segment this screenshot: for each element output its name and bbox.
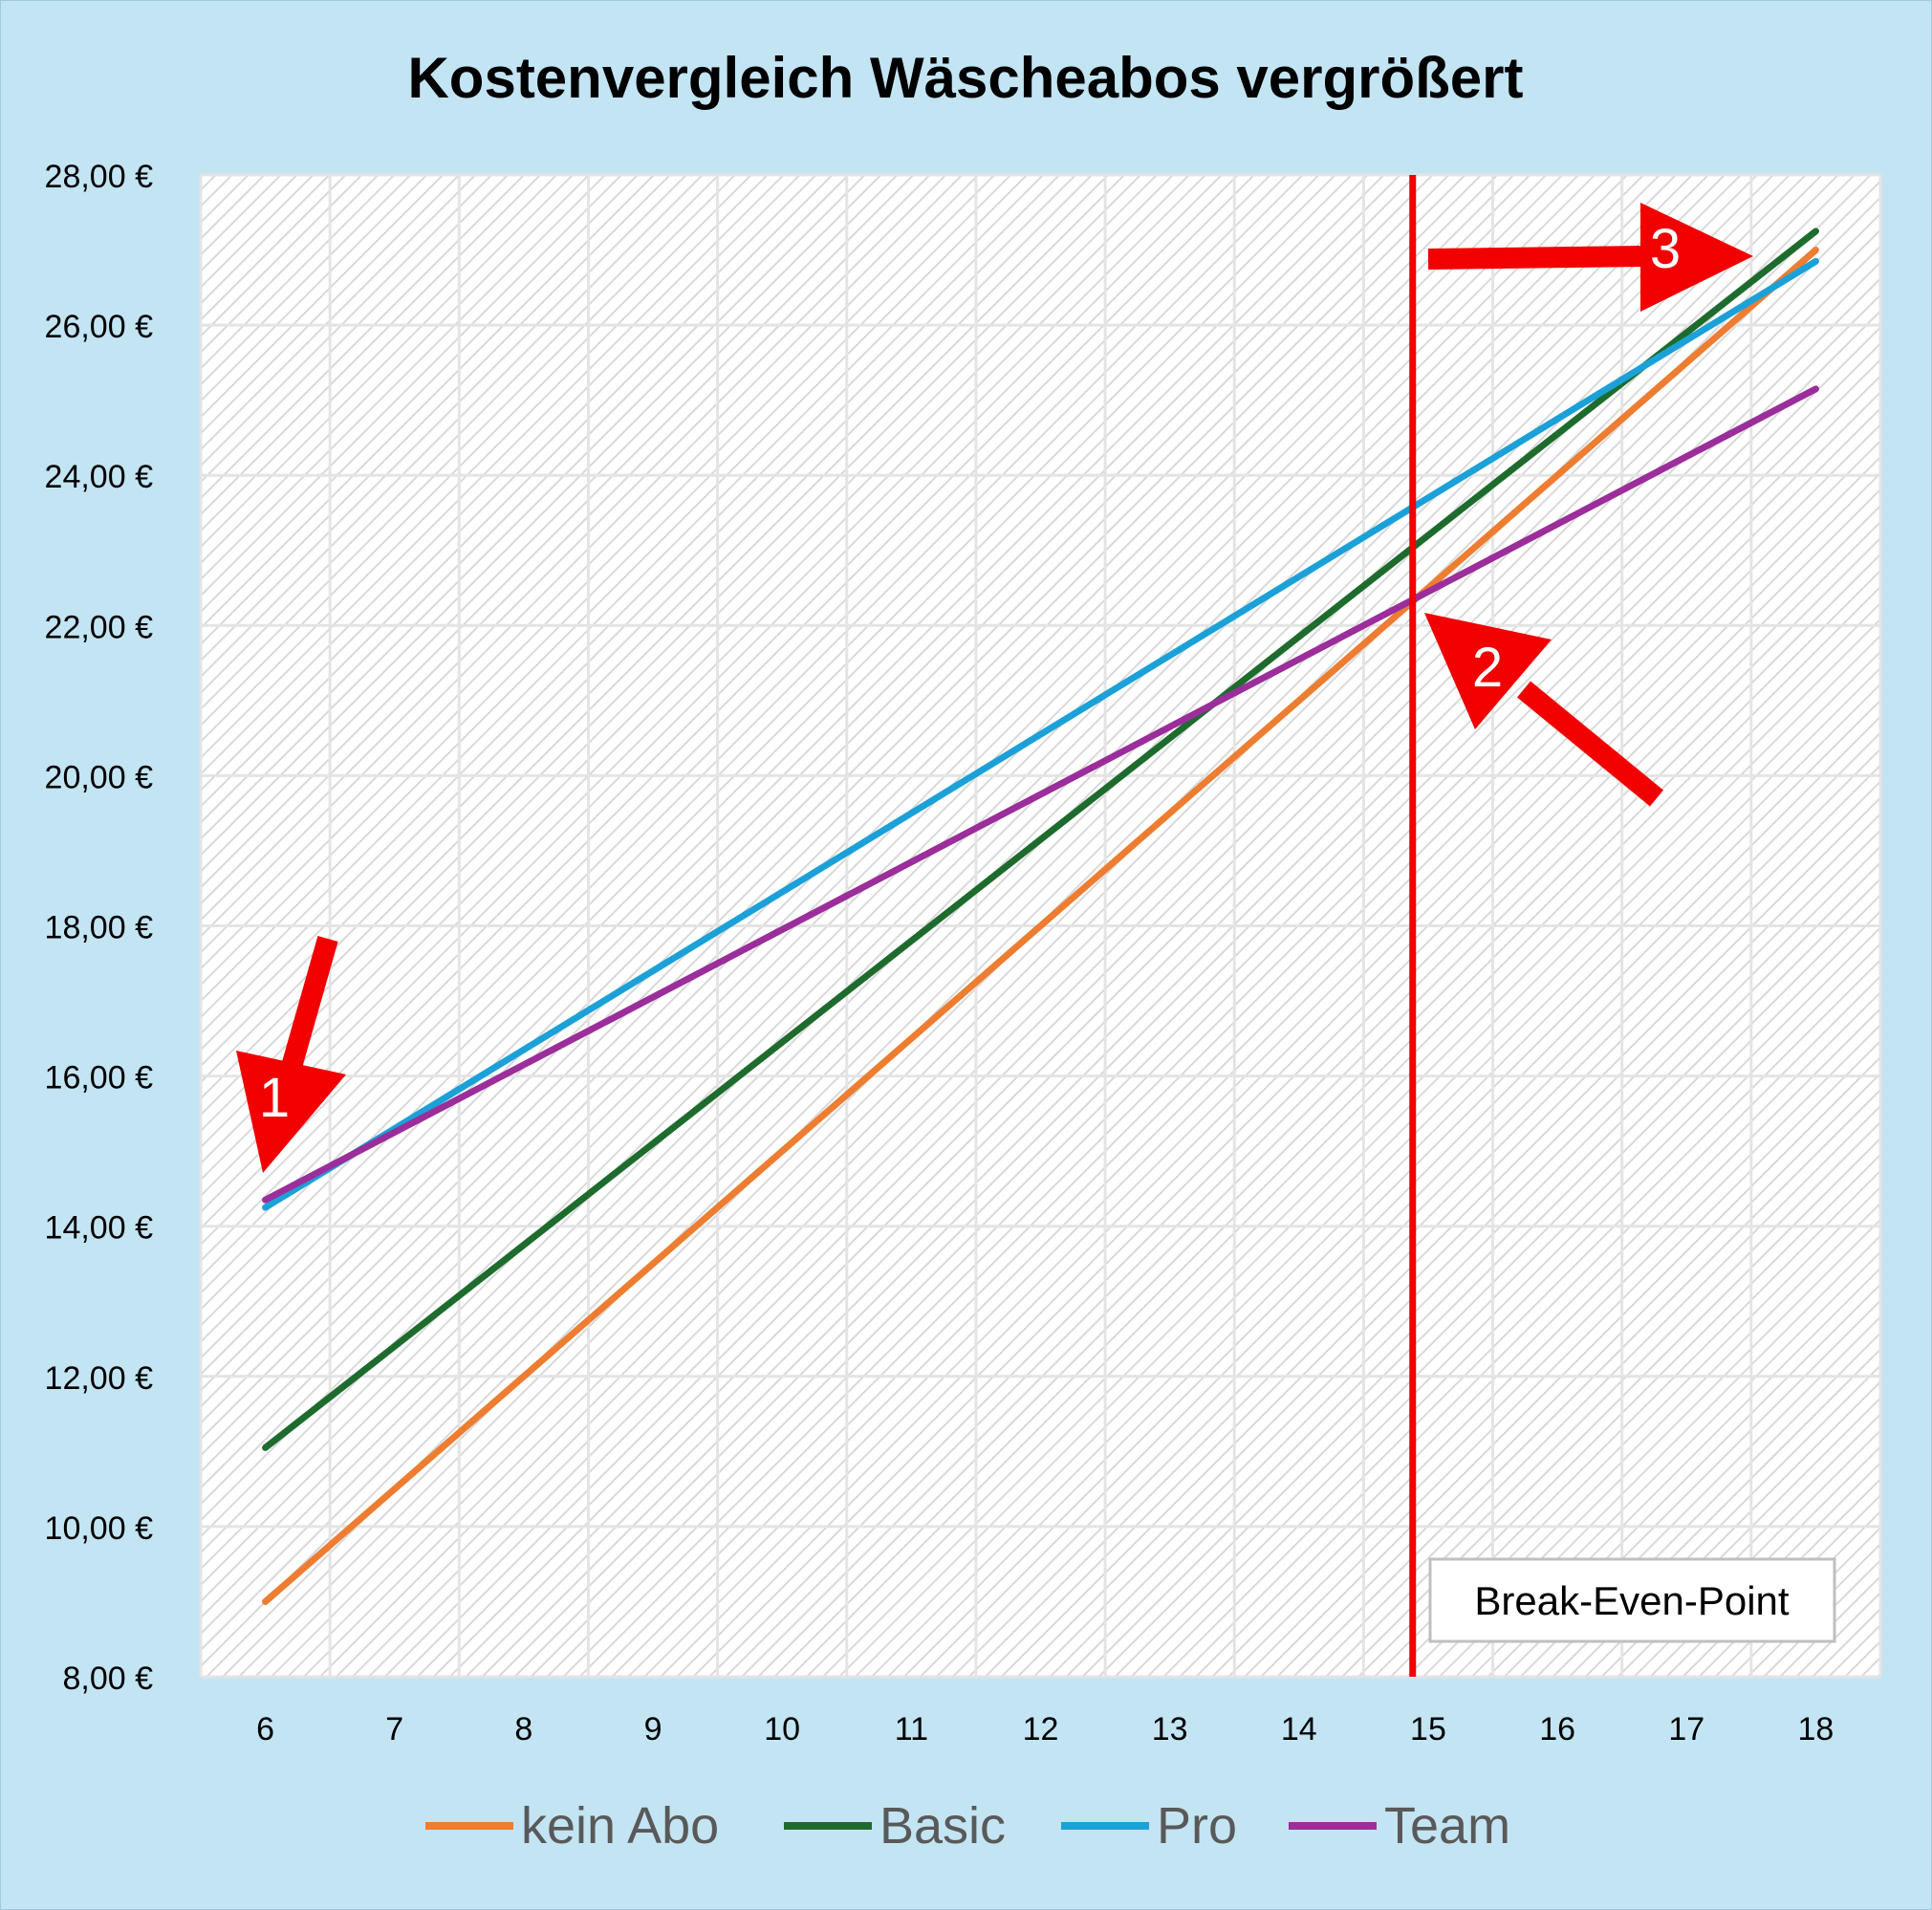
annotation-arrow-head-2 bbox=[1424, 613, 1552, 729]
x-tick-label: 7 bbox=[385, 1711, 403, 1747]
y-tick-label: 20,00 € bbox=[45, 759, 154, 795]
x-tick-label: 18 bbox=[1798, 1711, 1834, 1747]
x-tick-label: 11 bbox=[895, 1711, 928, 1747]
series-line-kein-abo bbox=[262, 247, 1819, 1605]
legend-label-1: Basic bbox=[879, 1797, 1006, 1855]
x-tick-label: 16 bbox=[1539, 1711, 1575, 1747]
break-even-box: Break-Even-Point bbox=[1428, 1557, 1836, 1643]
legend-label-3: Team bbox=[1384, 1797, 1510, 1855]
y-tick-label: 24,00 € bbox=[45, 459, 154, 495]
annotation-arrow-shaft-3 bbox=[1427, 246, 1645, 270]
legend-label-2: Pro bbox=[1157, 1797, 1237, 1855]
y-tick-label: 14,00 € bbox=[45, 1210, 154, 1247]
x-tick-label: 17 bbox=[1668, 1711, 1704, 1747]
annotation-arrow-head-3 bbox=[1640, 203, 1753, 312]
y-tick-label: 26,00 € bbox=[45, 309, 154, 345]
annotation-number-3: 3 bbox=[1650, 218, 1681, 280]
chart-title: Kostenvergleich Wäscheabos vergrößert bbox=[407, 46, 1523, 110]
x-axis: 6 7 8 9 10 11 12 13 14 15 16 17 18 bbox=[256, 1711, 1834, 1747]
annotation-arrow-head-1 bbox=[236, 1051, 346, 1173]
series-line-basic bbox=[262, 228, 1819, 1451]
annotation-arrows: 1 2 3 bbox=[236, 203, 1753, 1173]
x-tick-label: 10 bbox=[764, 1711, 800, 1747]
y-tick-label: 12,00 € bbox=[45, 1360, 154, 1397]
y-tick-label: 28,00 € bbox=[45, 159, 154, 195]
annotation-number-1: 1 bbox=[259, 1067, 290, 1129]
x-tick-label: 6 bbox=[256, 1711, 274, 1747]
series-line-team bbox=[262, 385, 1819, 1204]
x-tick-label: 9 bbox=[644, 1711, 662, 1747]
x-tick-label: 13 bbox=[1152, 1711, 1188, 1747]
y-tick-label: 22,00 € bbox=[45, 609, 154, 645]
x-tick-label: 8 bbox=[514, 1711, 532, 1747]
y-tick-label: 18,00 € bbox=[45, 910, 154, 946]
y-tick-label: 16,00 € bbox=[45, 1060, 154, 1096]
break-even-label: Break-Even-Point bbox=[1474, 1578, 1789, 1623]
legend: kein Abo Basic Pro Team bbox=[425, 1797, 1510, 1855]
y-axis: 8,00 € 10,00 € 12,00 € 14,00 € 16,00 € 18,00 … bbox=[45, 159, 154, 1697]
x-tick-label: 12 bbox=[1023, 1711, 1059, 1747]
x-tick-label: 14 bbox=[1281, 1711, 1317, 1747]
y-tick-label: 8,00 € bbox=[62, 1660, 153, 1697]
grid-lines bbox=[199, 173, 1882, 1679]
y-tick-label: 10,00 € bbox=[45, 1510, 154, 1547]
annotation-arrow-shaft-2 bbox=[1517, 681, 1663, 807]
x-tick-label: 15 bbox=[1410, 1711, 1446, 1747]
series-lines bbox=[262, 228, 1819, 1605]
series-line-pro bbox=[262, 257, 1819, 1211]
legend-label-0: kein Abo bbox=[521, 1797, 719, 1855]
annotation-number-2: 2 bbox=[1472, 637, 1503, 699]
